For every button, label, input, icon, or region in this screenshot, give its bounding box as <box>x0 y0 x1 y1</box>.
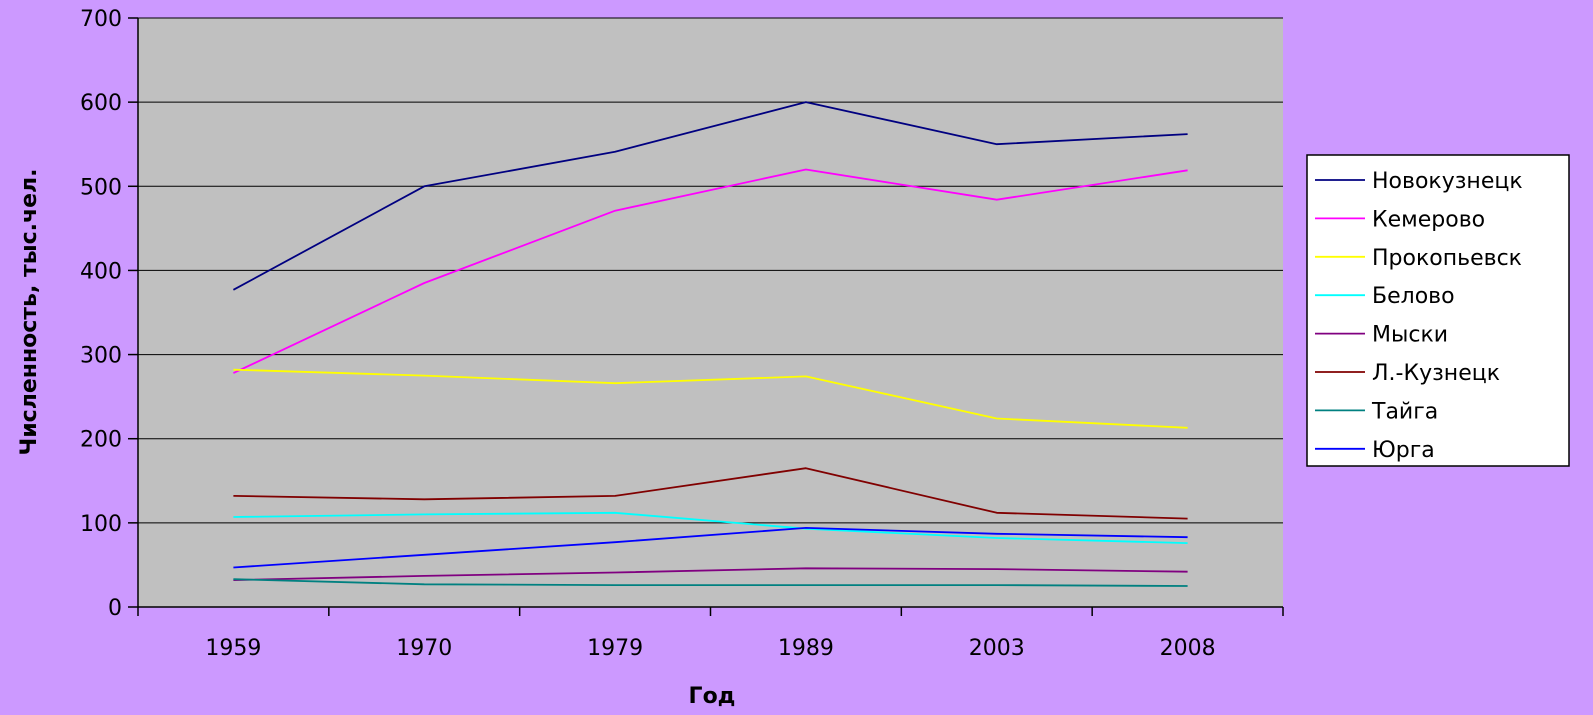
y-tick-label: 400 <box>80 259 122 284</box>
y-tick-labels: 0 100 200 300 400 500 600 700 <box>80 7 122 621</box>
series-line-6 <box>233 467 1188 520</box>
legend-label: Л.-Кузнецк <box>1372 361 1500 386</box>
series-line-8 <box>233 527 1188 569</box>
y-tick-label: 300 <box>80 344 122 369</box>
x-tick-label: 2003 <box>969 636 1025 661</box>
series-line-7 <box>233 578 1188 587</box>
legend-label: Тайга <box>1371 399 1438 424</box>
y-tick-label: 500 <box>80 175 122 200</box>
legend-box <box>1306 154 1570 467</box>
series-line-4 <box>233 511 1188 544</box>
legend: Новокузнецк Кемерово Прокопьевск Белово Мыск… <box>1306 154 1570 467</box>
gridlines <box>138 17 1283 524</box>
y-tick-label: 600 <box>80 91 122 116</box>
legend-label: Юрга <box>1372 438 1435 463</box>
plot-area <box>138 18 1283 607</box>
y-tick-label: 100 <box>80 512 122 537</box>
axes <box>128 17 1284 616</box>
legend-label: Новокузнецк <box>1372 169 1523 194</box>
legend-label: Прокопьевск <box>1372 246 1522 271</box>
series-line-3 <box>233 368 1188 429</box>
series-line-1 <box>232 101 1188 291</box>
x-axis-title: Год <box>689 684 736 709</box>
legend-label: Белово <box>1372 284 1455 309</box>
x-tick-label: 1989 <box>778 636 834 661</box>
x-tick-label: 1959 <box>205 636 261 661</box>
y-tick-label: 700 <box>80 7 122 32</box>
legend-label: Кемерово <box>1372 207 1485 232</box>
series-line-2 <box>233 168 1188 374</box>
y-axis-title: Численность, тыс.чел. <box>17 168 42 455</box>
legend-label: Мыски <box>1372 323 1448 348</box>
series-lines <box>232 101 1188 587</box>
x-tick-label: 2008 <box>1160 636 1216 661</box>
x-tick-labels: 1959 1970 1979 1989 2003 2008 <box>205 636 1215 661</box>
y-tick-label: 200 <box>80 428 122 453</box>
x-tick-label: 1979 <box>587 636 643 661</box>
x-tick-label: 1970 <box>396 636 452 661</box>
y-tick-label: 0 <box>108 596 122 621</box>
series-line-5 <box>233 567 1188 581</box>
